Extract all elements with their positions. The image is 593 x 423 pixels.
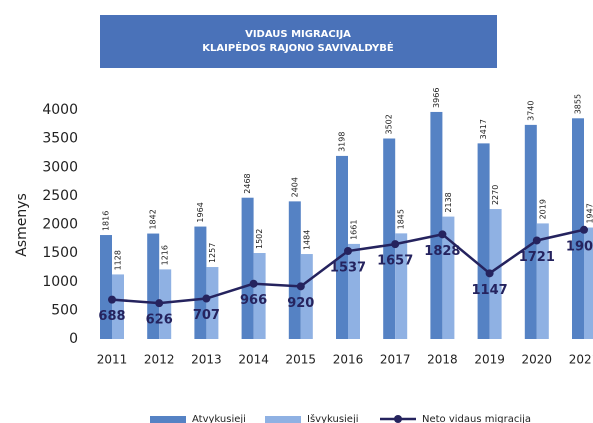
bar-value-label: 1947 [586,203,593,223]
x-tick-label: 2012 [144,353,175,367]
bar [336,155,348,339]
bar [100,235,112,339]
bar-value-label: 3502 [385,114,394,134]
bar-value-label: 2019 [538,199,547,219]
bar-value-label: 1216 [161,245,170,265]
x-tick-label: 2011 [97,353,128,367]
bar-value-label: 3966 [432,88,441,108]
bar [489,209,502,339]
bar [194,226,207,339]
bar-value-label: 3198 [338,132,347,152]
bar-value-label: 1842 [149,209,158,229]
line-point [108,295,116,304]
bar [147,233,160,339]
line-value-label: 626 [146,313,173,328]
line-point [438,230,447,239]
bar [241,197,254,339]
y-tick-label: 500 [51,302,78,318]
y-tick-label: 2500 [42,188,78,204]
y-tick-label: 0 [69,331,78,347]
bar-value-label: 1128 [114,250,123,270]
line-value-label: 1828 [424,244,460,259]
line-value-label: 707 [193,308,220,323]
bar-value-label: 3855 [574,94,583,114]
bar [442,216,455,339]
x-tick-label: 2015 [286,353,317,367]
bar [477,143,490,339]
legend-label: Neto vidaus migracija [422,414,531,423]
legend-swatch [150,416,186,423]
line-point [202,294,211,303]
line-value-label: 920 [287,296,314,311]
line-value-label: 966 [240,293,267,308]
x-tick-label: 2017 [380,353,411,367]
x-tick-label: 2013 [191,353,222,367]
bar [253,253,266,339]
line-point [580,225,588,234]
line-point [391,240,400,249]
line-point [249,279,258,288]
x-tick-label: 2016 [333,353,364,367]
x-tick-label: 2019 [474,353,505,367]
bar [383,138,396,339]
title-banner [100,15,497,68]
bar [348,243,360,339]
bar-value-label: 1964 [196,202,205,222]
bar [395,233,408,339]
bar-value-label: 3417 [479,119,488,139]
bar [572,118,584,340]
x-tick-label: 2018 [427,353,458,367]
line-value-label: 1657 [377,254,413,269]
legend-swatch [265,416,301,423]
bar [300,254,313,339]
y-tick-label: 3500 [42,131,78,147]
bar [430,111,443,339]
y-axis-label: Asmenys [14,193,30,257]
bar-value-label: 1484 [302,230,311,250]
y-tick-label: 2000 [42,217,78,233]
line-point [344,247,352,256]
line-value-label: 1537 [330,261,366,276]
y-tick-label: 4000 [42,102,78,118]
bar [524,124,537,339]
bar-value-label: 1845 [397,209,406,229]
line-point [485,269,494,278]
legend-label: Atvykusieji [192,414,246,423]
line-point [296,282,305,291]
bar [536,223,549,339]
chart-subtitle: KLAIPĖDOS RAJONO SAVIVALDYBĖ [202,40,394,54]
y-tick-label: 3000 [42,159,78,175]
bar-value-label: 2138 [444,192,453,212]
bar-value-label: 1816 [102,211,111,231]
bar [159,269,172,339]
x-tick-label: 2014 [238,353,269,367]
bar [206,267,219,339]
bar [112,274,124,339]
y-tick-label: 1500 [42,245,78,261]
legend-swatch [394,415,402,423]
line-value-label: 1147 [472,283,508,298]
bar-value-label: 1502 [255,229,264,249]
bar-value-label: 1661 [350,220,359,240]
line-value-label: 1908 [566,239,593,254]
line-point [532,236,541,245]
chart-title: VIDAUS MIGRACIJA [245,29,351,40]
bar-value-label: 2468 [243,173,252,193]
y-tick-label: 1000 [42,274,78,290]
bar-value-label: 3740 [526,101,535,121]
line-value-label: 688 [98,309,125,324]
bar-value-label: 1257 [208,243,217,263]
x-tick-label: 2020 [522,353,553,367]
bar-value-label: 2404 [290,177,299,197]
line-point [155,299,164,308]
legend-label: Išvykusieji [307,413,359,423]
line-value-label: 1721 [519,250,555,265]
bar-value-label: 2270 [491,185,500,205]
bar [584,227,593,339]
bar [288,201,301,339]
